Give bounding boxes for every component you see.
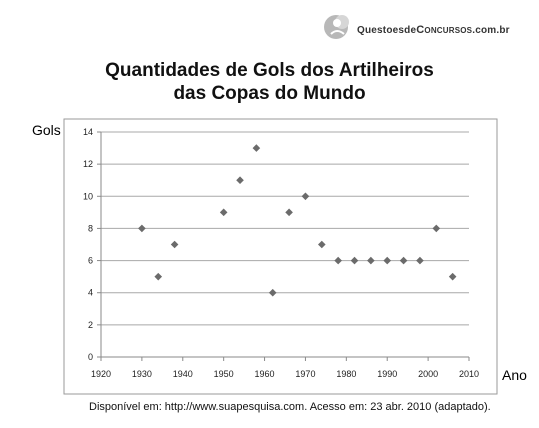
- data-point: [383, 256, 392, 265]
- y-tick-label: 4: [88, 288, 93, 298]
- data-point: [268, 288, 277, 297]
- logo-icon: [324, 15, 349, 39]
- x-tick-label: 1970: [295, 369, 315, 379]
- data-point: [252, 144, 261, 152]
- data-point: [350, 256, 359, 265]
- y-tick-label: 2: [88, 320, 93, 330]
- y-tick-label: 6: [88, 256, 93, 266]
- data-point: [432, 224, 441, 233]
- y-tick-label: 12: [83, 159, 93, 169]
- data-point: [154, 272, 163, 281]
- data-point: [334, 256, 342, 265]
- data-point: [367, 256, 375, 265]
- data-point: [138, 224, 146, 233]
- data-point: [285, 208, 293, 217]
- y-axis-label: Gols: [32, 122, 61, 138]
- x-tick-label: 1930: [132, 369, 152, 379]
- y-tick-label: 0: [88, 352, 93, 362]
- chart-frame: [63, 118, 498, 395]
- site-logo: QuestoesdeConcursos.com.br: [322, 6, 534, 46]
- x-tick-label: 1960: [255, 369, 275, 379]
- data-point: [236, 176, 244, 185]
- data-point: [170, 240, 179, 249]
- x-tick-label: 1920: [91, 369, 111, 379]
- data-point: [301, 192, 310, 201]
- chart-title-line2: das Copas do Mundo: [173, 83, 366, 104]
- data-point: [399, 256, 408, 265]
- data-point: [416, 256, 424, 265]
- x-tick-label: 1940: [173, 369, 193, 379]
- logo-text: QuestoesdeConcursos.com.br: [357, 24, 510, 36]
- x-axis-label: Ano: [502, 367, 527, 383]
- x-tick-label: 1950: [214, 369, 234, 379]
- data-point: [318, 240, 326, 249]
- x-tick-label: 1990: [377, 369, 397, 379]
- data-point: [219, 208, 228, 217]
- y-tick-label: 14: [83, 127, 93, 137]
- x-tick-label: 1980: [336, 369, 356, 379]
- x-tick-label: 2010: [459, 369, 479, 379]
- data-point: [448, 272, 457, 281]
- y-tick-label: 8: [88, 223, 93, 233]
- source-note: Disponível em: http://www.suapesquisa.co…: [89, 401, 491, 413]
- chart-title-line1: Quantidades de Gols dos Artilheiros: [105, 60, 434, 81]
- y-tick-label: 10: [83, 191, 93, 201]
- x-tick-label: 2000: [418, 369, 438, 379]
